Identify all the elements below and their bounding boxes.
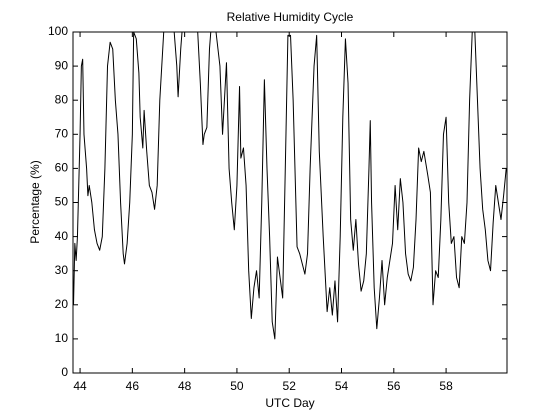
- x-tick-label: 54: [335, 379, 349, 393]
- y-tick-label: 80: [55, 92, 69, 106]
- y-tick-label: 60: [55, 161, 69, 175]
- plot-frame: [72, 31, 508, 374]
- data-line: [73, 31, 507, 340]
- y-tick-label: 0: [61, 365, 68, 379]
- x-tick-label: 52: [283, 379, 297, 393]
- y-tick-label: 30: [55, 263, 69, 277]
- y-tick-label: 10: [55, 331, 69, 345]
- x-tick-label: 58: [439, 379, 453, 393]
- x-tick-label: 56: [387, 379, 401, 393]
- x-tick-label: 44: [73, 379, 87, 393]
- y-tick-label: 70: [55, 126, 69, 140]
- y-tick-label: 90: [55, 58, 69, 72]
- x-tick-label: 46: [126, 379, 140, 393]
- x-tick-label: 48: [178, 379, 192, 393]
- x-axis-label: UTC Day: [265, 396, 314, 410]
- y-tick-label: 50: [55, 195, 69, 209]
- chart-title: Relative Humidity Cycle: [227, 10, 354, 24]
- y-tick-label: 20: [55, 297, 69, 311]
- y-axis-label: Percentage (%): [28, 160, 42, 243]
- y-tick-label: 40: [55, 229, 69, 243]
- x-tick-label: 50: [230, 379, 244, 393]
- y-tick-label: 100: [48, 24, 68, 38]
